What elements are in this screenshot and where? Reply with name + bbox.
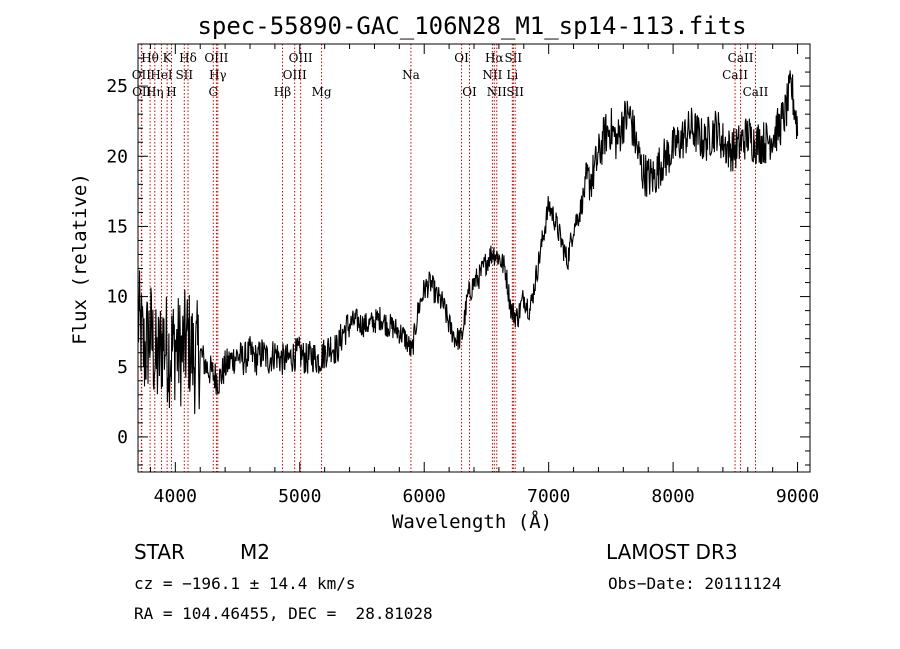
line-marker-label: Hδ	[179, 51, 197, 65]
y-axis-label: Flux (relative)	[69, 173, 91, 345]
x-tick-label: 7000	[527, 486, 570, 507]
x-tick-label: 6000	[403, 486, 446, 507]
y-tick-label: 15	[106, 216, 128, 237]
line-marker-label: OII	[132, 85, 152, 99]
x-axis-label: Wavelength (Å)	[392, 510, 552, 533]
x-tick-label: 8000	[651, 486, 694, 507]
x-tick-label: 5000	[278, 486, 321, 507]
line-marker-label: Hβ	[274, 85, 291, 99]
x-tick-label: 9000	[776, 486, 819, 507]
line-marker-label: H	[166, 85, 176, 99]
axes: 4000 5000 6000 7000 8000 9000 0 5 10 15 20 25	[106, 43, 819, 507]
obs-date-line: Obs−Date: 20111124	[608, 574, 782, 593]
line-marker-label: Mg	[312, 85, 332, 99]
line-marker-label: Hγ	[209, 68, 227, 82]
line-marker-label: K	[163, 51, 173, 65]
line-marker-label: Hη	[146, 85, 164, 99]
line-marker-label: Hα	[485, 51, 504, 65]
line-marker-label: Na	[402, 68, 420, 82]
y-tick-label: 0	[117, 427, 128, 448]
line-marker-label: OI	[462, 85, 477, 99]
line-marker-label: OIII	[289, 51, 313, 65]
line-marker-label: OII	[132, 68, 152, 82]
survey-name: LAMOST DR3	[606, 540, 738, 564]
line-marker-label: SII	[175, 68, 193, 82]
line-marker-label: Hθ	[141, 51, 159, 65]
line-marker-label: SII	[504, 51, 522, 65]
line-marker-label: CaII	[728, 51, 754, 65]
object-subclass: M2	[240, 540, 270, 564]
y-tick-label: 20	[106, 146, 128, 167]
object-class: STAR	[134, 540, 185, 564]
line-marker-label: Li	[506, 68, 518, 82]
line-marker-label: CaII	[722, 68, 748, 82]
y-tick-label: 25	[106, 76, 128, 97]
line-marker-label: HeI	[150, 68, 173, 82]
redshift-line: cz = −196.1 ± 14.4 km/s	[134, 574, 356, 593]
line-marker-label: G	[208, 85, 218, 99]
chart-title: spec-55890-GAC_106N28_M1_sp14-113.fits	[197, 12, 746, 40]
line-marker-label: NII	[487, 85, 507, 99]
line-marker-label: SII	[506, 85, 524, 99]
line-marker-label: OIII	[283, 68, 307, 82]
flux-series-line	[137, 70, 799, 415]
x-tick-label: 4000	[154, 486, 197, 507]
emission-line-markers: OII OII Hθ Hη HeI K H SII Hδ G OIII Hγ Hβ OIII OIII Mg N…	[132, 44, 769, 472]
plot-frame	[137, 43, 811, 473]
line-marker-label: NII	[482, 68, 502, 82]
y-tick-label: 5	[117, 357, 128, 378]
y-tick-label: 10	[106, 287, 128, 308]
line-marker-label: CaII	[743, 85, 769, 99]
coordinates-line: RA = 104.46455, DEC = 28.81028	[134, 604, 433, 623]
plot-border	[137, 43, 811, 473]
line-marker-label: OI	[454, 51, 469, 65]
line-marker-label: OIII	[204, 51, 228, 65]
